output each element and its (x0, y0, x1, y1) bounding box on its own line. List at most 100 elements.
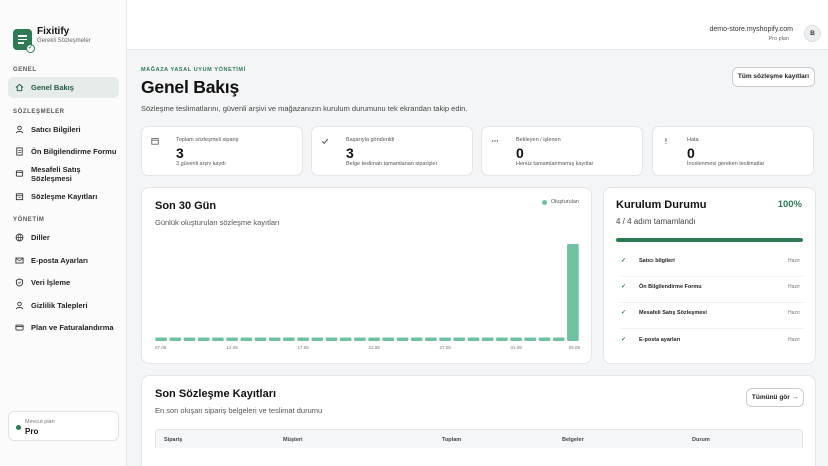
chart-bar-28.08 (453, 337, 466, 341)
sidebar-item-plan-faturalandirma[interactable]: Plan ve Faturalandırma (8, 317, 119, 338)
divider (621, 302, 803, 303)
chart-bar-18.08 (311, 337, 324, 341)
chart-bar-19.08 (325, 337, 338, 341)
plan-value: Pro (25, 427, 39, 436)
shield-icon (15, 278, 24, 287)
chart-bar-05.09 (567, 244, 579, 341)
chart-bar-29.08 (467, 337, 480, 341)
chart-bar-09.08 (183, 337, 196, 341)
step-status: Hazır (788, 337, 800, 343)
divider (621, 276, 803, 277)
stat-subtext: Belge teslimatı tamamlanan siparişler (346, 161, 438, 167)
chart-title: Son 30 Gün (155, 200, 217, 212)
sidebar-item-diller[interactable]: Diller (8, 227, 119, 248)
all-records-button[interactable]: Tüm sözleşme kayıtları (732, 67, 815, 87)
records-title: Son Sözleşme Kayıtları (155, 388, 277, 400)
step-label: Mesafeli Satış Sözleşmesi (639, 310, 707, 316)
check-icon (321, 137, 329, 145)
sidebar-item-eposta[interactable]: E-posta Ayarları (8, 250, 119, 271)
sidebar-item-label: Satıcı Bilgileri (31, 125, 81, 134)
setup-step-mesafeli-satis[interactable]: ✓ Mesafeli Satış Sözleşmesi Hazır (621, 308, 803, 322)
sidebar-item-label: Sözleşme Kayıtları (31, 192, 98, 201)
chart-bar-23.08 (382, 337, 395, 341)
alert-icon (662, 137, 670, 145)
sidebar-item-label: Veri İşleme (31, 278, 71, 287)
stat-card-sent: Başarıyla gönderildi 3 Belge teslimatı t… (311, 126, 473, 176)
page-description: Sözleşme teslimatlarını, güvenli arşivi … (141, 104, 468, 113)
chart-bar-22.08 (368, 337, 380, 341)
check-icon: ✓ (621, 310, 627, 316)
sidebar-item-label: Plan ve Faturalandırma (31, 323, 114, 332)
stat-label: Başarıyla gönderildi (346, 137, 395, 143)
sidebar: ✓ Fixitify Gerekli Sözleşmeler GENEL Gen… (0, 0, 127, 466)
sidebar-item-sozlesme-kayitlari[interactable]: Sözleşme Kayıtları (8, 186, 119, 207)
setup-step-eposta[interactable]: ✓ E-posta ayarları Hazır (621, 335, 803, 349)
x-tick-label: 17.08 (297, 345, 309, 350)
topbar: demo-store.myshopify.com Pro plan B (127, 0, 828, 50)
sidebar-item-gizlilik[interactable]: Gizlilik Talepleri (8, 295, 119, 316)
column-header-status[interactable]: Durum (692, 437, 710, 443)
chart-bar-26.08 (425, 337, 437, 341)
setup-card: Kurulum Durumu 100% 4 / 4 adım tamamland… (603, 187, 816, 364)
chart-bar-25.08 (410, 337, 423, 341)
stat-subtext: İncelenmesi gereken teslimatlar (687, 161, 765, 167)
check-icon: ✓ (621, 258, 627, 264)
chart-bar-16.08 (283, 337, 295, 341)
chart-bar-27.08 (439, 337, 451, 341)
credit-card-icon (15, 323, 24, 332)
sidebar-section-sozlesmeler: SÖZLEŞMELER (13, 109, 65, 115)
app-name: Fixitify (37, 26, 70, 37)
sidebar-item-on-bilgilendirme[interactable]: Ön Bilgilendirme Formu (8, 141, 119, 162)
archive-icon (15, 192, 24, 201)
setup-progress-bar (616, 238, 803, 242)
x-tick-label: 05.09 (569, 345, 581, 350)
store-domain: demo-store.myshopify.com (709, 26, 793, 33)
column-header-total[interactable]: Toplam (442, 437, 462, 443)
sidebar-item-satici-bilgileri[interactable]: Satıcı Bilgileri (8, 119, 119, 140)
setup-step-satici[interactable]: ✓ Satıcı bilgileri Hazır (621, 256, 803, 270)
step-status: Hazır (788, 310, 800, 316)
bar-chart: 07.08 12.08 17.08 22.08 27.08 01.09 05.09 (155, 244, 581, 350)
sidebar-item-mesafeli-satis[interactable]: Mesafeli Satış Sözleşmesi (8, 163, 119, 184)
sidebar-item-label: Diller (31, 233, 50, 242)
stat-subtext: 3 güvenli arşiv kaydı (176, 161, 226, 167)
ellipsis-icon (491, 137, 499, 145)
mail-icon (15, 256, 24, 265)
view-all-button[interactable]: Tümünü gör → (746, 388, 804, 407)
page-title: Genel Bakış (141, 77, 239, 97)
chart-bar-07.08 (155, 337, 167, 341)
setup-summary: 4 / 4 adım tamamlandı (616, 217, 696, 226)
legend-swatch (541, 199, 547, 205)
stat-card-error: Hata 0 İncelenmesi gereken teslimatlar (652, 126, 814, 176)
x-tick-label: 27.08 (439, 345, 451, 350)
chart-bar-02.09 (524, 337, 537, 341)
avatar[interactable]: B (804, 25, 821, 42)
stat-value: 0 (516, 145, 524, 161)
setup-step-on-bilgilendirme[interactable]: ✓ Ön Bilgilendirme Formu Hazır (621, 282, 803, 296)
sidebar-item-label: Ön Bilgilendirme Formu (31, 147, 117, 156)
plan-status-dot (16, 425, 21, 430)
brand[interactable]: ✓ Fixitify Gerekli Sözleşmeler (13, 26, 91, 53)
stat-subtext: Henüz tamamlanmamış kayıtlar (516, 161, 594, 167)
divider (621, 328, 803, 329)
column-header-documents[interactable]: Belgeler (562, 437, 584, 443)
stat-label: Hata (687, 137, 699, 143)
stat-label: Bekleyen / işlenen (516, 137, 561, 143)
chart-bar-11.08 (212, 337, 224, 341)
sidebar-item-genel-bakis[interactable]: Genel Bakış (8, 77, 119, 98)
check-icon: ✓ (621, 284, 627, 290)
chart-bar-10.08 (197, 337, 210, 341)
chart-bar-31.08 (496, 337, 508, 341)
user-icon (15, 125, 24, 134)
sidebar-section-yonetim: YÖNETİM (13, 217, 45, 223)
step-status: Hazır (788, 258, 800, 264)
plan-label: Mevcut plan (25, 419, 55, 425)
sidebar-item-label: Gizlilik Talepleri (31, 301, 88, 310)
column-header-customer[interactable]: Müşteri (283, 437, 303, 443)
column-header-order[interactable]: Sipariş (164, 437, 183, 443)
chart-bar-30.08 (481, 337, 494, 341)
x-tick-label: 12.08 (226, 345, 238, 350)
chart-bar-14.08 (254, 337, 267, 341)
sidebar-item-veri-isleme[interactable]: Veri İşleme (8, 272, 119, 293)
store-plan: Pro plan (768, 36, 790, 42)
